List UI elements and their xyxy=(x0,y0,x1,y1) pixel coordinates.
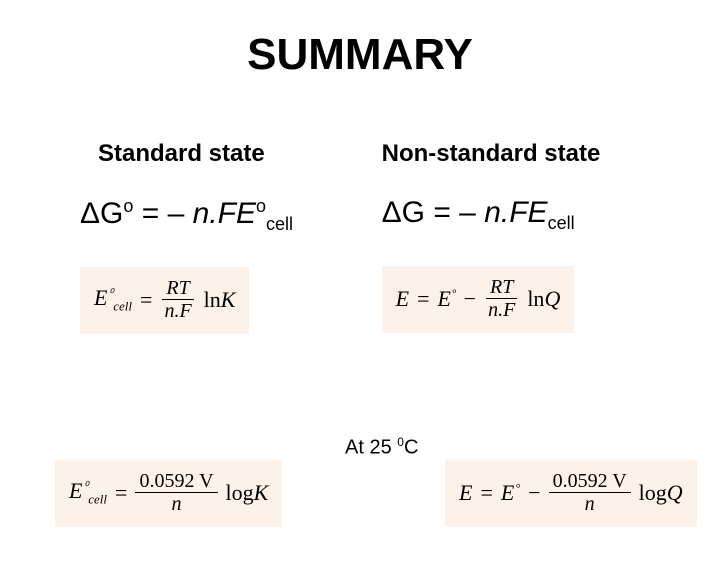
Q: Q xyxy=(544,286,560,311)
dg-sup2: o xyxy=(256,196,266,216)
fraction: RT n.F xyxy=(160,277,195,322)
page-title: SUMMARY xyxy=(0,30,720,80)
lhs-E: E xyxy=(69,478,82,503)
equals: = xyxy=(480,481,492,504)
fraction: 0.0592 V n xyxy=(135,470,217,515)
K: K xyxy=(221,287,236,312)
lhs-E: E xyxy=(459,480,472,505)
E0: Eº xyxy=(437,287,455,310)
E0: E° xyxy=(501,481,520,504)
minus: − xyxy=(528,481,540,504)
nernst-rt-nf-lnq-formula: E = Eº − RT n.F lnQ xyxy=(382,266,575,333)
lhs: E⁰cell xyxy=(94,286,132,313)
ln: ln xyxy=(527,286,544,311)
Q: Q xyxy=(667,480,683,505)
lhs-sub: cell xyxy=(113,298,132,313)
lhs: E xyxy=(459,481,472,504)
denominator: n.F xyxy=(484,299,519,321)
ln: ln xyxy=(204,287,221,312)
at25-pre: At 25 xyxy=(345,437,397,459)
lhs: E xyxy=(396,287,409,310)
lhs-sub: cell xyxy=(88,491,107,506)
nernst-0592-logq-formula: E = E° − 0.0592 V n logQ xyxy=(445,460,697,527)
log: log xyxy=(639,480,667,505)
dg-sub: cell xyxy=(548,213,575,233)
dg-lhs: ΔG xyxy=(80,197,123,230)
denominator: n xyxy=(581,493,599,515)
equals: = xyxy=(140,288,152,311)
delta-g-standard-equation: ΔGo = – n.FEocell xyxy=(80,196,358,235)
equals: = xyxy=(417,287,429,310)
tail: lnK xyxy=(204,288,236,311)
dg-sub: cell xyxy=(266,214,293,234)
at25-sup: 0 xyxy=(397,435,404,449)
nonstandard-state-header: Non-standard state xyxy=(382,140,660,168)
numerator: 0.0592 V xyxy=(549,470,631,493)
at-25c-label: At 25 0C xyxy=(345,435,418,460)
dg-mid: = – xyxy=(133,197,192,230)
tail: logK xyxy=(226,481,269,504)
dg-lhs: ΔG = – xyxy=(382,196,485,229)
E0-sup: º xyxy=(452,287,456,301)
ecell-0592-logk-formula: E⁰cell = 0.0592 V n logK xyxy=(55,460,282,527)
nonstandard-state-column: Non-standard state ΔG = – n.FEcell E = E… xyxy=(382,140,660,358)
denominator: n xyxy=(168,493,186,515)
E0-base: E xyxy=(437,286,450,311)
columns-container: Standard state ΔGo = – n.FEocell E⁰cell … xyxy=(0,140,720,358)
fraction: RT n.F xyxy=(484,276,519,321)
denominator: n.F xyxy=(160,300,195,322)
lhs: E⁰cell xyxy=(69,479,107,506)
fraction: 0.0592 V n xyxy=(549,470,631,515)
equals: = xyxy=(115,481,127,504)
lhs-E: E xyxy=(396,286,409,311)
delta-g-nonstandard-equation: ΔG = – n.FEcell xyxy=(382,196,660,234)
dg-sup1: o xyxy=(123,196,133,216)
E0-base: E xyxy=(501,480,514,505)
lhs-E: E xyxy=(94,285,107,310)
numerator: 0.0592 V xyxy=(135,470,217,493)
log: log xyxy=(226,480,254,505)
numerator: RT xyxy=(162,277,193,300)
minus: − xyxy=(464,287,476,310)
standard-state-column: Standard state ΔGo = – n.FEocell E⁰cell … xyxy=(80,140,358,358)
standard-state-header: Standard state xyxy=(98,140,358,168)
ecell-rt-nf-lnk-formula: E⁰cell = RT n.F lnK xyxy=(80,267,249,334)
numerator: RT xyxy=(486,276,517,299)
dg-nfe: n.FE xyxy=(484,196,547,229)
dg-nfe: n.FE xyxy=(193,197,256,230)
at25-post: C xyxy=(404,437,418,459)
E0-sup: ° xyxy=(515,481,520,495)
tail: lnQ xyxy=(527,287,560,310)
tail: logQ xyxy=(639,481,683,504)
K: K xyxy=(254,480,269,505)
